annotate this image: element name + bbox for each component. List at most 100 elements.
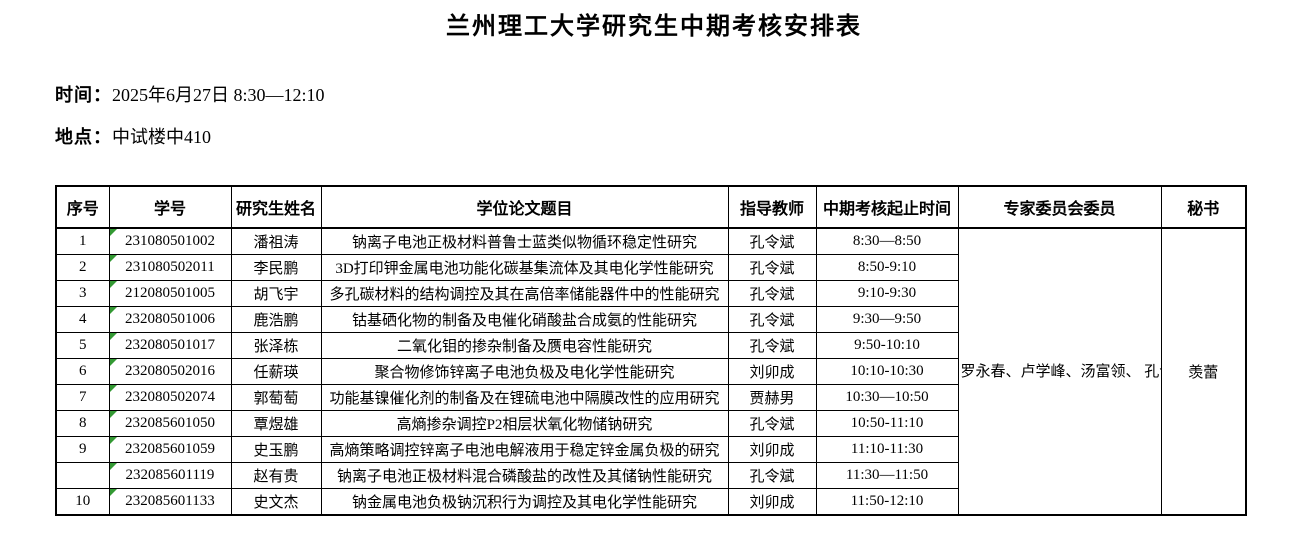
thesis-title-cell: 高熵掺杂调控P2相层状氧化物储钠研究 [320, 410, 729, 437]
student-id-cell: 231080501002 [108, 227, 232, 255]
col-header-advisor: 指导教师 [727, 185, 817, 229]
student-id-text: 212080501005 [125, 285, 215, 301]
document-page: 兰州理工大学研究生中期考核安排表 时间：2025年6月27日 8:30—12:1… [0, 12, 1308, 516]
location-label: 地点： [55, 127, 112, 147]
student-name-cell: 史文杰 [230, 488, 322, 516]
table-row: 6 232080502016 任薪瑛 聚合物修饰锌离子电池负极及电化学性能研究 刘卯成 1… [55, 358, 1246, 385]
exam-time-cell: 11:30—11:50 [815, 462, 959, 489]
exam-time-cell: 9:50-10:10 [815, 332, 959, 359]
number-as-text-marker-icon [110, 307, 117, 314]
exam-time-cell: 8:30—8:50 [815, 227, 959, 255]
advisor-name-cell: 刘卯成 [727, 358, 817, 385]
col-header-index: 序号 [55, 185, 110, 229]
thesis-title-cell: 多孔碳材料的结构调控及其在高倍率储能器件中的性能研究 [320, 280, 729, 307]
student-id-cell: 212080501005 [108, 280, 232, 307]
exam-time-cell: 10:30—10:50 [815, 384, 959, 411]
student-id-cell: 232080501006 [108, 306, 232, 333]
student-id-text: 232080501017 [125, 337, 215, 353]
committee-members-cell: 罗永春、卢学峰、汤富领、 孔令斌、刘卯成 [957, 227, 1162, 516]
student-name-cell: 胡飞宇 [230, 280, 322, 307]
time-value: 2025年6月27日 8:30—12:10 [112, 85, 325, 105]
student-id-cell: 231080502011 [108, 254, 232, 281]
row-index-cell: 1 [55, 227, 110, 255]
row-index-cell: 10 [55, 488, 110, 516]
row-index-cell: 4 [55, 306, 110, 333]
thesis-title-cell: 3D打印钾金属电池功能化碳基集流体及其电化学性能研究 [320, 254, 729, 281]
exam-time-cell: 11:50-12:10 [815, 488, 959, 516]
number-as-text-marker-icon [110, 255, 117, 262]
number-as-text-marker-icon [110, 359, 117, 366]
exam-time-cell: 11:10-11:30 [815, 436, 959, 463]
col-header-time: 中期考核起止时间 [815, 185, 959, 229]
advisor-name-cell: 孔令斌 [727, 280, 817, 307]
secretary-cell: 羡蕾 [1160, 227, 1247, 516]
number-as-text-marker-icon [110, 463, 117, 470]
col-header-thesis: 学位论文题目 [320, 185, 729, 229]
number-as-text-marker-icon [110, 333, 117, 340]
exam-time-cell: 10:10-10:30 [815, 358, 959, 385]
student-name-cell: 张泽栋 [230, 332, 322, 359]
location-value: 中试楼中410 [112, 127, 211, 147]
advisor-name-cell: 孔令斌 [727, 254, 817, 281]
student-name-cell: 鹿浩鹏 [230, 306, 322, 333]
student-name-cell: 李民鹏 [230, 254, 322, 281]
advisor-name-cell: 刘卯成 [727, 488, 817, 516]
col-header-secretary: 秘书 [1160, 185, 1247, 229]
student-id-text: 232080502074 [125, 389, 215, 405]
student-name-cell: 郭萄萄 [230, 384, 322, 411]
student-id-cell: 232085601059 [108, 436, 232, 463]
thesis-title-cell: 钠离子电池正极材料混合磷酸盐的改性及其储钠性能研究 [320, 462, 729, 489]
exam-time-cell: 10:50-11:10 [815, 410, 959, 437]
number-as-text-marker-icon [110, 385, 117, 392]
col-header-committee: 专家委员会委员 [957, 185, 1162, 229]
number-as-text-marker-icon [110, 437, 117, 444]
student-id-text: 232080502016 [125, 363, 215, 379]
thesis-title-cell: 钠离子电池正极材料普鲁士蓝类似物循环稳定性研究 [320, 227, 729, 255]
student-id-text: 232085601119 [125, 467, 215, 483]
exam-time-cell: 9:10-9:30 [815, 280, 959, 307]
meta-time-line: 时间：2025年6月27日 8:30—12:10 [0, 84, 1308, 106]
page-title: 兰州理工大学研究生中期考核安排表 [446, 14, 862, 40]
table-row: 10 232085601133 史文杰 钠金属电池负极钠沉积行为调控及其电化学性能研究… [55, 488, 1246, 516]
student-id-cell: 232080502074 [108, 384, 232, 411]
meta-location-line: 地点：中试楼中410 [0, 126, 1308, 148]
student-id-text: 231080502011 [125, 259, 215, 275]
row-index-cell: 9 [55, 436, 110, 463]
number-as-text-marker-icon [110, 489, 117, 496]
number-as-text-marker-icon [110, 281, 117, 288]
advisor-name-cell: 孔令斌 [727, 462, 817, 489]
student-id-cell: 232080502016 [108, 358, 232, 385]
student-name-cell: 赵有贵 [230, 462, 322, 489]
table-row: 4 232080501006 鹿浩鹏 钴基硒化物的制备及电催化硝酸盐合成氨的性能研究孔… [55, 306, 1246, 333]
col-header-studentid: 学号 [108, 185, 232, 229]
student-id-cell: 232080501017 [108, 332, 232, 359]
student-id-cell: 232085601119 [108, 462, 232, 489]
student-id-text: 232085601133 [125, 493, 215, 509]
thesis-title-cell: 二氧化钼的掺杂制备及赝电容性能研究 [320, 332, 729, 359]
thesis-title-cell: 钴基硒化物的制备及电催化硝酸盐合成氨的性能研究 [320, 306, 729, 333]
student-id-text: 232085601059 [125, 441, 215, 457]
student-id-text: 231080501002 [125, 233, 215, 249]
row-index-cell: 7 [55, 384, 110, 411]
exam-time-cell: 9:30—9:50 [815, 306, 959, 333]
exam-time-cell: 8:50-9:10 [815, 254, 959, 281]
advisor-name-cell: 孔令斌 [727, 410, 817, 437]
row-index-cell: 2 [55, 254, 110, 281]
thesis-title-cell: 聚合物修饰锌离子电池负极及电化学性能研究 [320, 358, 729, 385]
table-row: 8 232085601050 覃煜雄 高熵掺杂调控P2相层状氧化物储钠研究 孔令斌 10:… [55, 410, 1246, 437]
row-index-cell: 6 [55, 358, 110, 385]
col-header-name: 研究生姓名 [230, 185, 322, 229]
row-index-cell [55, 462, 110, 489]
schedule-table: 序号 学号 研究生姓名 学位论文题目 指导教师 中期考核起止时间 专家委员会委员… [55, 185, 1247, 516]
advisor-name-cell: 孔令斌 [727, 332, 817, 359]
advisor-name-cell: 贾赫男 [727, 384, 817, 411]
table-row: 2 231080502011 李民鹏 3D打印钾金属电池功能化碳基集流体及其电化学性能… [55, 254, 1246, 281]
row-index-cell: 3 [55, 280, 110, 307]
thesis-title-cell: 功能基镍催化剂的制备及在锂硫电池中隔膜改性的应用研究 [320, 384, 729, 411]
student-id-cell: 232085601050 [108, 410, 232, 437]
student-name-cell: 潘祖涛 [230, 227, 322, 255]
row-index-cell: 5 [55, 332, 110, 359]
row-index-cell: 8 [55, 410, 110, 437]
number-as-text-marker-icon [110, 229, 117, 236]
student-name-cell: 任薪瑛 [230, 358, 322, 385]
